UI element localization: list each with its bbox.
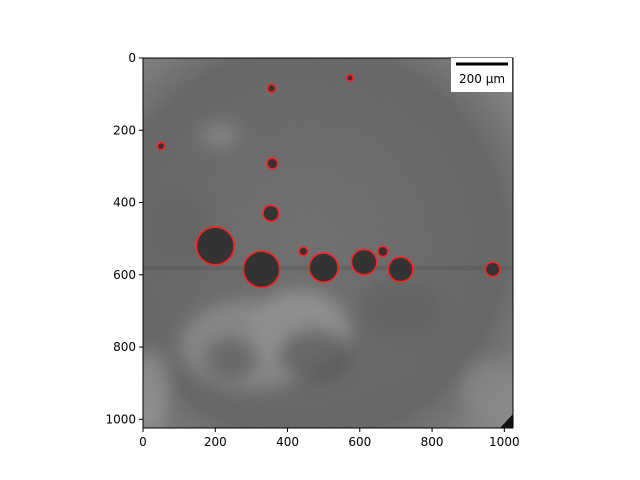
x-tick-label: 800 [421, 435, 444, 449]
y-tick-label: 400 [113, 196, 136, 210]
droplet-outline-9 [298, 246, 309, 257]
y-tick-label: 600 [113, 268, 136, 282]
droplet-outline-11 [266, 83, 277, 94]
y-tick-label: 1000 [105, 412, 136, 426]
y-tick-label: 0 [128, 51, 136, 65]
droplet-6 [485, 262, 500, 277]
droplet-1 [196, 227, 235, 265]
y-tick-label: 800 [113, 340, 136, 354]
droplet-outline-2 [242, 250, 281, 289]
droplet-outline-3 [308, 252, 339, 283]
droplet-outlines [156, 73, 501, 289]
x-tick-label: 600 [348, 435, 371, 449]
droplet-outline-12 [345, 73, 355, 82]
droplet-outline-5 [387, 256, 414, 283]
droplet-3 [309, 253, 339, 283]
x-tick-label: 1000 [489, 435, 520, 449]
axes-frame [142, 57, 514, 429]
droplet-outline-10 [377, 245, 389, 258]
droplet-outline-8 [266, 157, 279, 170]
x-axis: 0 200 400 600 800 1000 [139, 428, 520, 449]
droplet-7 [262, 205, 279, 222]
micrograph [143, 58, 513, 428]
droplet-2 [243, 251, 280, 288]
scale-bar: 200 µm [451, 58, 512, 92]
droplet-outline-6 [484, 261, 501, 278]
droplet-outline-13 [156, 141, 166, 151]
droplet-outline-1 [195, 226, 235, 266]
droplet-outline-7 [262, 204, 280, 223]
droplet-11 [267, 84, 276, 93]
x-tick-label: 200 [204, 435, 227, 449]
x-tick-label: 0 [139, 435, 147, 449]
droplet-blobs [157, 74, 500, 288]
droplet-9 [299, 246, 308, 256]
x-tick-label: 400 [276, 435, 299, 449]
droplet-4 [351, 249, 377, 275]
droplet-8 [266, 158, 278, 169]
corner-dark-patch [500, 414, 513, 428]
droplet-10 [377, 246, 388, 257]
droplet-outline-4 [350, 248, 378, 276]
y-axis: 0 200 400 600 800 1000 [105, 51, 143, 426]
droplet-12 [346, 74, 354, 82]
droplet-5 [388, 257, 413, 282]
scale-bar-label: 200 µm [459, 72, 505, 86]
y-tick-label: 200 [113, 123, 136, 137]
droplet-13 [157, 142, 165, 150]
